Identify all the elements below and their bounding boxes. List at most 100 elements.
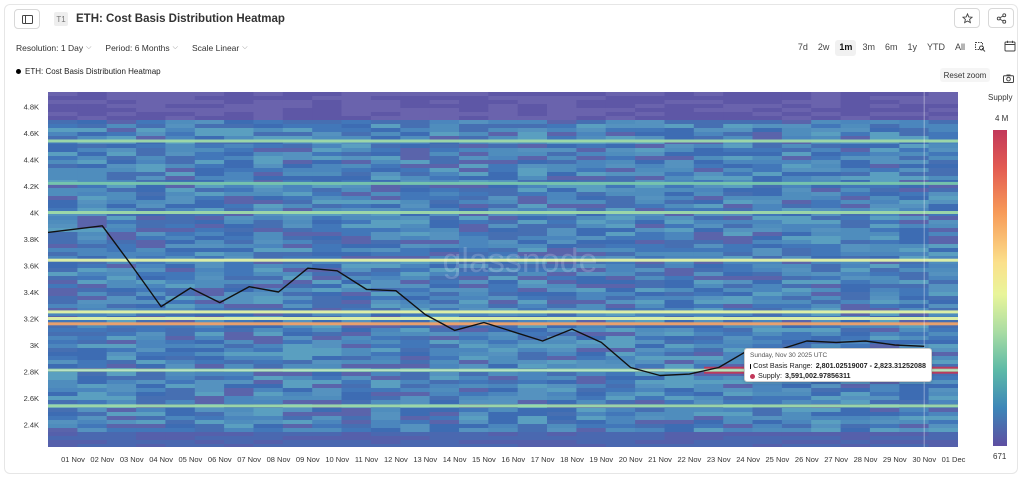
heatmap-cell (488, 304, 519, 308)
heatmap-cell (517, 332, 548, 336)
heatmap-cell (811, 392, 842, 396)
heatmap-cell (224, 200, 255, 204)
heatmap-cell (400, 144, 431, 148)
heatmap-cell (664, 164, 695, 168)
heatmap-cell (136, 304, 167, 308)
scale-select[interactable]: Scale Linear ⌵ (192, 43, 248, 53)
heatmap-cell (723, 420, 754, 424)
heatmap-cell (370, 328, 401, 332)
heatmap-cell (781, 108, 812, 112)
heatmap-cell (459, 124, 489, 128)
heatmap-cell (664, 408, 695, 412)
range-1y[interactable]: 1y (907, 42, 917, 52)
heatmap-cell (928, 372, 958, 376)
heatmap-cell (341, 424, 372, 428)
range-2w[interactable]: 2w (817, 42, 830, 52)
heatmap-cell (77, 112, 108, 116)
period-select[interactable]: Period: 6 Months ⌵ (105, 43, 178, 53)
heatmap-cell (165, 224, 196, 228)
heatmap-cell (106, 208, 137, 212)
heatmap-cell (459, 264, 489, 268)
heatmap-cell (77, 412, 108, 416)
heatmap-cell (899, 268, 930, 272)
date-picker-button[interactable] (1004, 39, 1016, 57)
favorite-button[interactable] (954, 8, 980, 28)
range-3m[interactable]: 3m (862, 42, 875, 52)
heatmap-cell (312, 356, 343, 360)
x-tick-label: 09 Nov (296, 455, 320, 464)
heatmap-cell (459, 384, 489, 388)
heatmap-cell (488, 376, 519, 380)
heatmap-cell (693, 192, 724, 196)
heatmap-cell (106, 244, 137, 248)
heatmap-cell (899, 400, 930, 404)
heatmap-cell (194, 384, 225, 388)
range-6m[interactable]: 6m (884, 42, 898, 52)
heatmap-cell (605, 424, 636, 428)
range-7d[interactable]: 7d (797, 42, 808, 52)
heatmap-cell (635, 328, 666, 332)
heatmap-cell (429, 128, 460, 132)
heatmap-cell (547, 272, 577, 276)
heatmap-cell (253, 444, 284, 447)
screenshot-button[interactable] (1003, 70, 1014, 88)
heatmap-cell (635, 320, 666, 324)
heatmap-cell (840, 216, 871, 220)
heatmap-cell (840, 408, 871, 412)
heatmap-cell (106, 384, 137, 388)
heatmap-cell (899, 252, 930, 256)
heatmap-cell (488, 124, 519, 128)
chevron-down-icon: ⌵ (86, 44, 92, 51)
range-1m[interactable]: 1m (835, 40, 857, 56)
heatmap-cell (928, 112, 958, 116)
heatmap-cell (811, 416, 842, 420)
heatmap-cell (370, 184, 401, 188)
share-button[interactable] (988, 8, 1014, 28)
heatmap-cell (312, 392, 343, 396)
sidebar-toggle-button[interactable] (14, 9, 40, 29)
heatmap-cell (459, 288, 489, 292)
heatmap-cell (400, 392, 431, 396)
heatmap-cell (224, 296, 255, 300)
heatmap-cell (400, 412, 431, 416)
heatmap-cell (723, 168, 754, 172)
heatmap-cell (77, 280, 108, 284)
heatmap-cell (224, 444, 255, 447)
heatmap-cell (869, 200, 900, 204)
heatmap-cell (488, 344, 519, 348)
chart-legend[interactable]: ETH: Cost Basis Distribution Heatmap (16, 67, 161, 76)
heatmap-cell (282, 216, 313, 220)
range-ytd[interactable]: YTD (926, 42, 945, 52)
heatmap-cell (781, 304, 812, 308)
heatmap-cell (928, 344, 958, 348)
range-all[interactable]: All (954, 42, 965, 52)
reset-zoom-button[interactable]: Reset zoom (940, 68, 990, 82)
heatmap-cell (77, 128, 108, 132)
heatmap-cell (664, 228, 695, 232)
heatmap-cell (77, 364, 108, 368)
heatmap-cell (165, 428, 196, 432)
heatmap-cell (48, 112, 78, 116)
resolution-select[interactable]: Resolution: 1 Day ⌵ (16, 43, 91, 53)
heatmap-cell (635, 104, 666, 108)
heatmap-cell (723, 120, 754, 124)
heatmap-cell (106, 176, 137, 180)
heatmap-cell (224, 176, 255, 180)
heatmap-cell (106, 308, 137, 312)
heatmap-cell (840, 268, 871, 272)
heatmap-cell (77, 240, 108, 244)
heatmap-cell (312, 176, 343, 180)
heatmap-cell (840, 280, 871, 284)
heatmap-cell (194, 136, 225, 140)
heatmap-cell (605, 196, 636, 200)
heatmap-cell (341, 392, 372, 396)
heatmap-cell (429, 328, 460, 332)
zoom-select-button[interactable] (971, 40, 990, 56)
heatmap-cell (282, 228, 313, 232)
heatmap-cell (48, 124, 78, 128)
heatmap-cell (370, 360, 401, 364)
heatmap-cell (459, 380, 489, 384)
heatmap-cell (341, 152, 372, 156)
heatmap-cell (605, 224, 636, 228)
